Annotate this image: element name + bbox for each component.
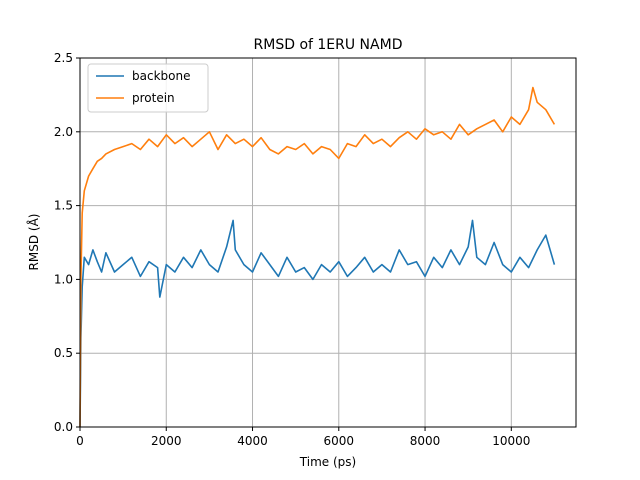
series-line-backbone <box>79 219 556 428</box>
y-axis: 0.0 0.5 1.0 1.5 2.0 2.5 <box>54 51 80 434</box>
series-group <box>79 86 556 428</box>
x-tick-label: 6000 <box>324 434 355 448</box>
x-tick-label: 0 <box>76 434 84 448</box>
x-tick-label: 10000 <box>492 434 530 448</box>
legend-label-protein: protein <box>132 91 175 105</box>
x-axis: 0 2000 4000 6000 8000 10000 <box>76 427 530 448</box>
chart-title: RMSD of 1ERU NAMD <box>254 37 403 53</box>
series-line-protein <box>79 86 556 428</box>
y-tick-label: 2.0 <box>54 125 73 139</box>
x-tick-label: 8000 <box>410 434 441 448</box>
y-tick-label: 1.0 <box>54 272 73 286</box>
x-tick-label: 4000 <box>237 434 268 448</box>
y-tick-label: 1.5 <box>54 199 73 213</box>
y-tick-label: 2.5 <box>54 51 73 65</box>
legend: backbone protein <box>87 63 209 113</box>
x-axis-label: Time (ps) <box>299 455 356 469</box>
y-axis-label: RMSD (Å) <box>26 214 41 271</box>
y-tick-label: 0.0 <box>54 420 73 434</box>
plot-frame <box>79 57 577 428</box>
y-tick-label: 0.5 <box>54 346 73 360</box>
legend-label-backbone: backbone <box>132 69 190 83</box>
x-tick-label: 2000 <box>151 434 182 448</box>
